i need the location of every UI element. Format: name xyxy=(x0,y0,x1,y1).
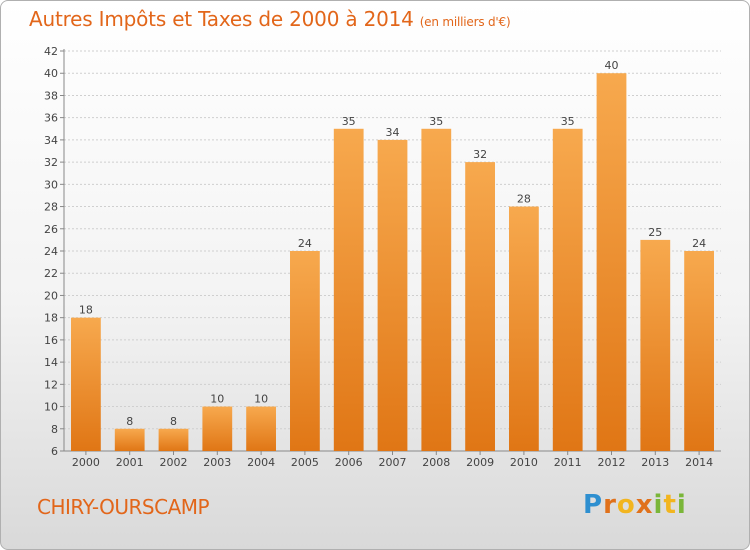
bar-2006 xyxy=(333,128,364,451)
y-tick-label: 18 xyxy=(44,312,58,325)
bar-2003 xyxy=(202,406,233,451)
x-tick-label: 2006 xyxy=(335,456,363,469)
y-tick-label: 22 xyxy=(44,267,58,280)
value-label: 10 xyxy=(254,393,268,406)
value-label: 28 xyxy=(517,193,531,206)
x-tick-label: 2012 xyxy=(598,456,626,469)
y-tick-label: 38 xyxy=(44,89,58,102)
y-tick-label: 10 xyxy=(44,401,58,414)
y-tick-label: 26 xyxy=(44,223,58,236)
x-tick-label: 2009 xyxy=(466,456,494,469)
logo-letter: P xyxy=(583,490,604,520)
x-tick-label: 2004 xyxy=(247,456,275,469)
x-tick-label: 2007 xyxy=(379,456,407,469)
x-tick-label: 2011 xyxy=(554,456,582,469)
logo-letter: r xyxy=(603,490,617,520)
x-tick-label: 2014 xyxy=(685,456,713,469)
value-label: 35 xyxy=(429,115,443,128)
logo-letter: t xyxy=(663,490,677,520)
bar-2013 xyxy=(640,239,671,451)
bar-2004 xyxy=(246,406,276,451)
x-tick-label: 2000 xyxy=(72,456,100,469)
value-label: 8 xyxy=(126,415,133,428)
x-tick-label: 2003 xyxy=(203,456,231,469)
bar-2001 xyxy=(114,428,145,451)
y-tick-label: 8 xyxy=(51,423,58,436)
y-tick-label: 34 xyxy=(44,134,58,147)
x-tick-label: 2001 xyxy=(116,456,144,469)
y-tick-label: 28 xyxy=(44,201,58,214)
chart-title: Autres Impôts et Taxes de 2000 à 2014 (en… xyxy=(29,7,511,31)
y-tick-labels: 6 8 10 12 14 16 18 20 22 24 26 28 30 32 34 36 38 40 42 xyxy=(44,45,64,458)
y-tick-label: 14 xyxy=(44,356,58,369)
value-label: 10 xyxy=(210,393,224,406)
y-tick-label: 6 xyxy=(51,445,58,458)
value-label: 32 xyxy=(473,148,487,161)
bar-2014 xyxy=(684,251,714,451)
value-label: 34 xyxy=(386,126,400,139)
proxiti-logo: Proxiti xyxy=(583,490,687,520)
y-tick-label: 12 xyxy=(44,378,58,391)
value-label: 24 xyxy=(692,237,706,250)
y-tick-label: 30 xyxy=(44,178,58,191)
bar-2008 xyxy=(421,128,452,451)
commune-name: CHIRY-OURSCAMP xyxy=(37,495,210,519)
bar-2002 xyxy=(158,428,189,451)
bar-2012 xyxy=(596,73,627,451)
y-tick-label: 42 xyxy=(44,45,58,58)
bar-2009 xyxy=(465,162,495,451)
logo-letter: i xyxy=(676,490,687,520)
logo-letter: o xyxy=(616,490,636,520)
x-tick-label: 2002 xyxy=(160,456,188,469)
value-label: 24 xyxy=(298,237,312,250)
value-label: 40 xyxy=(605,59,619,72)
y-tick-label: 20 xyxy=(44,289,58,302)
logo-letter: x xyxy=(635,490,654,520)
x-tick-label: 2010 xyxy=(510,456,538,469)
value-label: 8 xyxy=(170,415,177,428)
x-tick-labels: 2000 2001 2002 2003 2004 2005 2006 2007 2008 2009… xyxy=(72,451,713,469)
bar-2005 xyxy=(290,251,320,451)
value-label: 18 xyxy=(79,304,93,317)
value-labels: 18 8 8 10 10 24 35 34 35 32 28 35 40 25 24 xyxy=(79,59,706,428)
bars xyxy=(71,73,714,451)
bar-2010 xyxy=(509,206,539,451)
bar-2011 xyxy=(552,128,583,451)
value-label: 35 xyxy=(342,115,356,128)
y-tick-label: 36 xyxy=(44,112,58,125)
x-tick-label: 2008 xyxy=(422,456,450,469)
logo-letter: i xyxy=(653,490,664,520)
y-tick-label: 40 xyxy=(44,67,58,80)
y-tick-label: 16 xyxy=(44,334,58,347)
x-tick-label: 2013 xyxy=(641,456,669,469)
x-tick-label: 2005 xyxy=(291,456,319,469)
unit-label: (en milliers d'€) xyxy=(419,15,511,29)
value-label: 35 xyxy=(561,115,575,128)
value-label: 25 xyxy=(648,226,662,239)
bar-2000 xyxy=(71,317,101,451)
y-tick-label: 24 xyxy=(44,245,58,258)
y-tick-label: 32 xyxy=(44,156,58,169)
bar-2007 xyxy=(377,139,408,451)
